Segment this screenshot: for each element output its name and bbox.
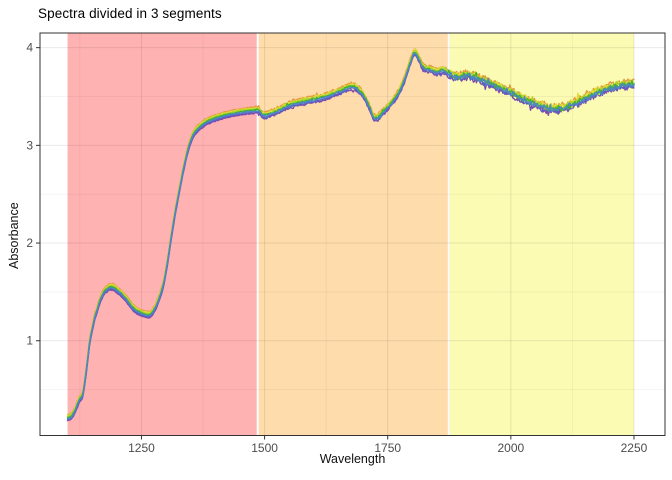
x-tick-label: 1750 — [374, 441, 401, 455]
y-tick-label: 4 — [26, 41, 33, 55]
y-axis-label: Absorbance — [7, 202, 21, 269]
spectrum-steelblue-line — [66, 52, 635, 420]
panel-border — [39, 32, 666, 436]
segment-1-band — [67, 33, 257, 436]
x-tick-label: 1250 — [128, 441, 155, 455]
y-tick-label: 3 — [26, 138, 33, 152]
x-tick-label: 2000 — [497, 441, 524, 455]
y-tick-label: 2 — [26, 236, 33, 250]
spectra-lines — [66, 48, 635, 422]
x-tick-label: 2250 — [621, 441, 648, 455]
y-tick-label: 1 — [26, 334, 33, 348]
segment-2-band — [258, 33, 448, 436]
chart-title: Spectra divided in 3 segments — [38, 6, 222, 21]
x-axis-label: Wavelength — [319, 452, 386, 466]
x-tick-label: 1500 — [251, 441, 278, 455]
